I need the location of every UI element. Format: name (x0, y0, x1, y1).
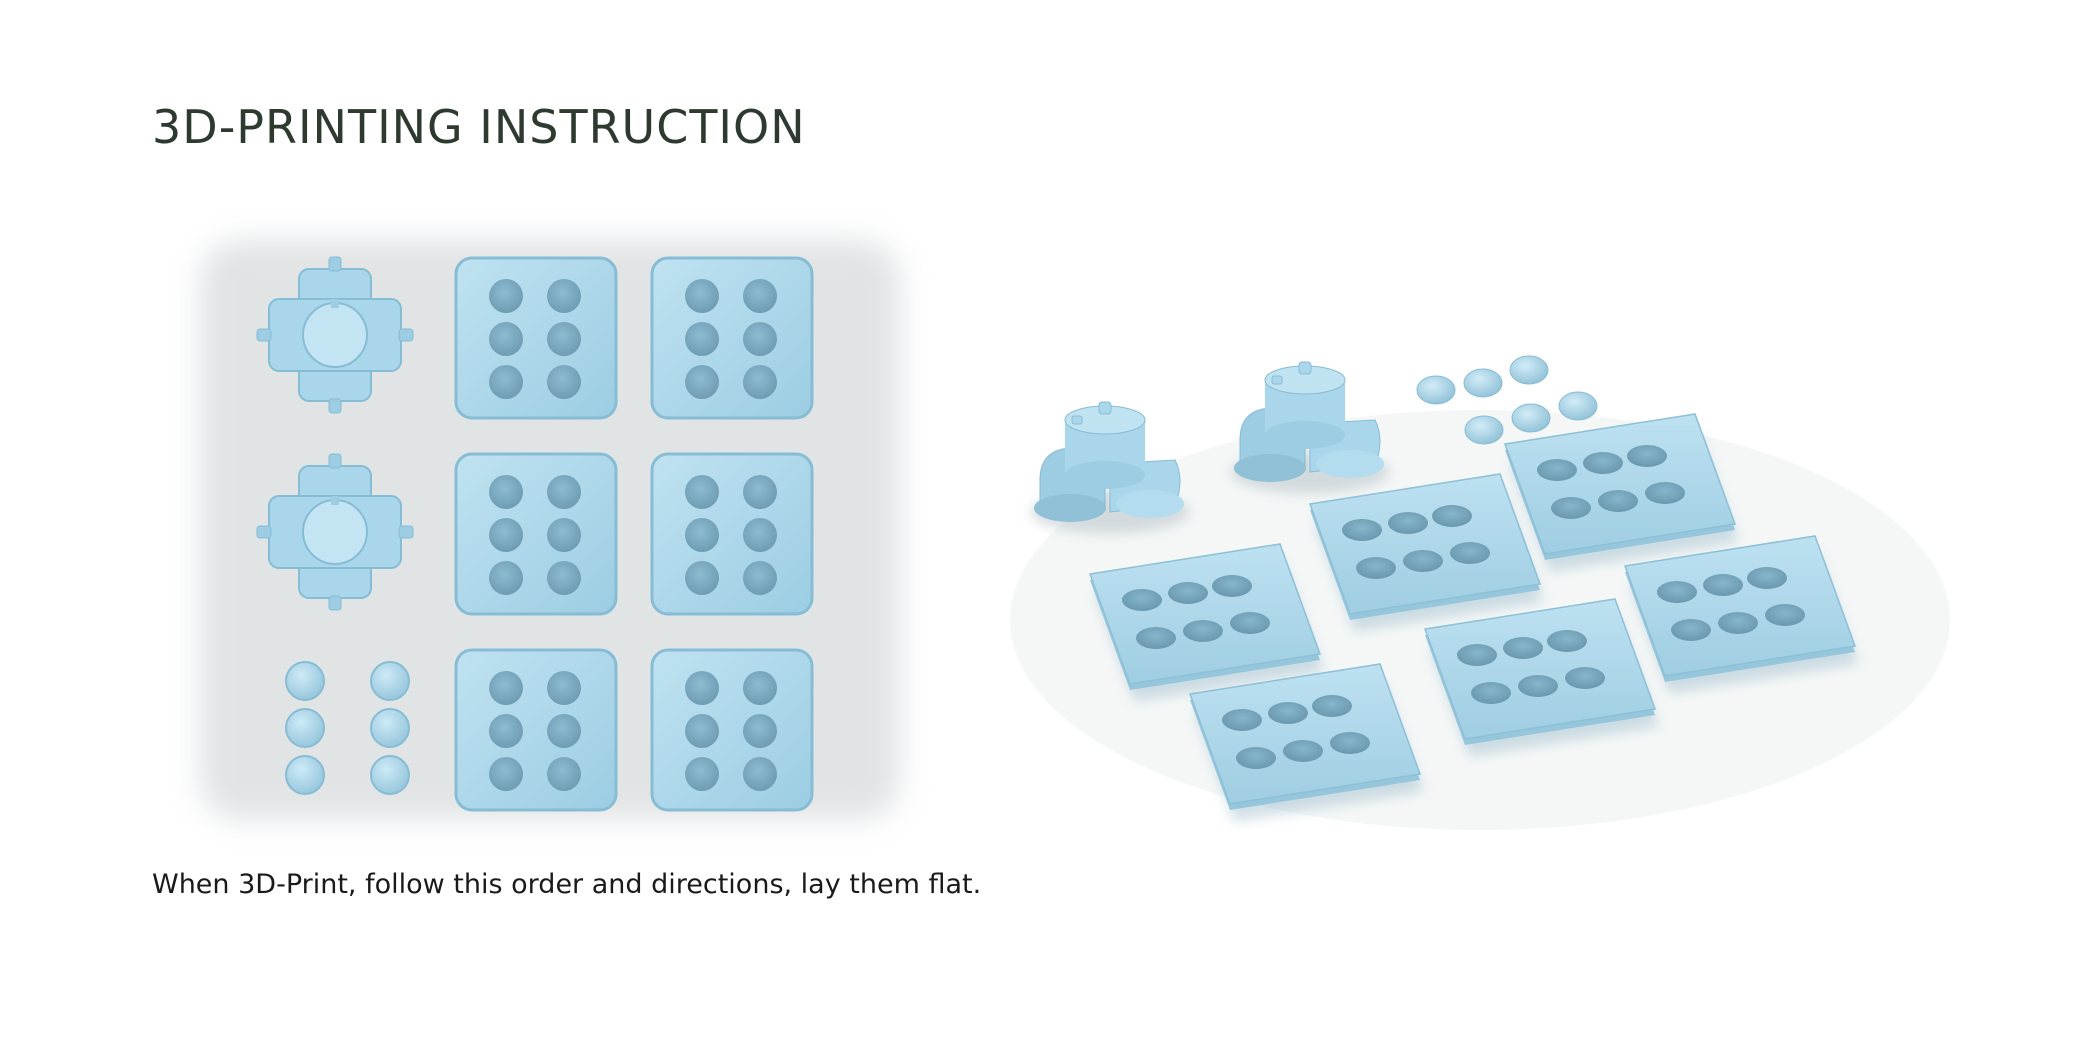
ball (1511, 403, 1551, 433)
ball (370, 708, 410, 748)
top-view-render (200, 240, 900, 820)
connector (256, 453, 414, 611)
plate (454, 256, 618, 420)
ball (285, 755, 325, 795)
ball (1509, 355, 1549, 385)
instruction-caption: When 3D-Print, follow this order and dir… (152, 869, 982, 900)
balls (285, 661, 410, 795)
plate (650, 452, 814, 616)
plate (650, 648, 814, 812)
ball (1416, 375, 1456, 405)
connector (1030, 402, 1190, 534)
connector (256, 256, 414, 414)
balls (1416, 355, 1598, 445)
ball (1463, 368, 1503, 398)
ball (1558, 391, 1598, 421)
ball (370, 661, 410, 701)
connector (1230, 362, 1390, 494)
plate (454, 452, 618, 616)
plates (454, 256, 814, 812)
plate (454, 648, 618, 812)
ball (370, 755, 410, 795)
page-title: 3D-PRINTING INSTRUCTION (152, 100, 806, 154)
ball (1464, 415, 1504, 445)
plate (650, 256, 814, 420)
ball (285, 708, 325, 748)
perspective-render (1010, 355, 1950, 830)
ball (285, 661, 325, 701)
